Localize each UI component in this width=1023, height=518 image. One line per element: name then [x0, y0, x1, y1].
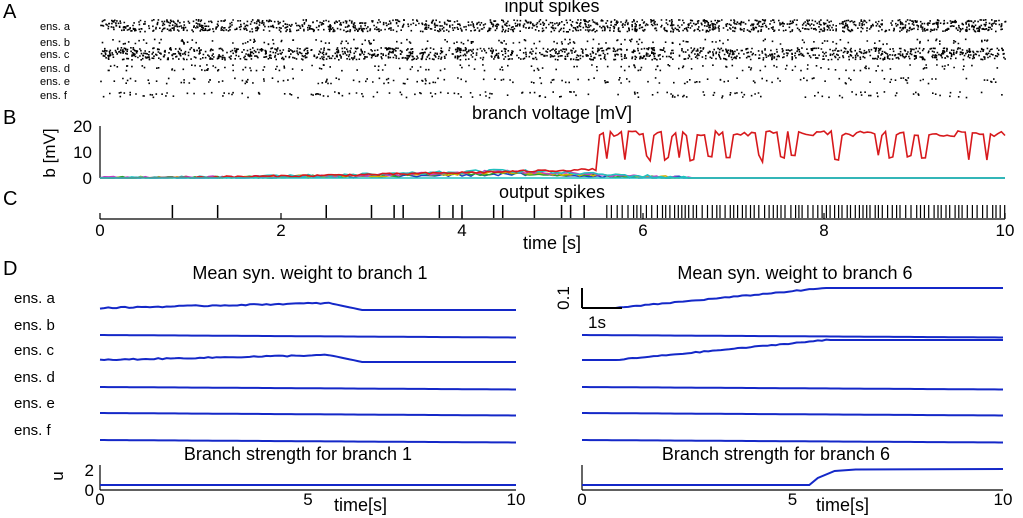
panel-d-weights-branch-1: Mean syn. weight to branch 1 ens. a ens. … [14, 263, 516, 444]
panel-d4-series [582, 468, 1004, 486]
panel-c-dense-spikes [606, 205, 1006, 218]
panel-d1-title: Mean syn. weight to branch 1 [192, 263, 427, 283]
panel-letter-b: B [3, 107, 16, 129]
panel-d-strength-xtick: 0 [95, 490, 104, 509]
panel-c-xtick-label: 4 [457, 221, 466, 240]
panel-d4-xlabel: time[s] [816, 495, 869, 515]
panel-d-ensemble-label: ens. d [14, 369, 55, 386]
panel-d-weight-line [99, 353, 516, 363]
panel-d3-ylabel: u [48, 471, 67, 480]
panel-b-strong-branch-line [100, 129, 1006, 179]
panel-d-weight-line [100, 439, 516, 444]
panel-a-spike-row [100, 47, 1007, 61]
panel-d-ensemble-label: ens. a [14, 290, 56, 307]
panel-c-xlabel: time [s] [523, 233, 581, 253]
panel-c-xtick-label: 8 [819, 221, 828, 240]
scalebar-x-label: 1s [588, 313, 606, 332]
panel-letter-a: A [3, 1, 17, 23]
panel-a-spike-row [100, 19, 1007, 33]
panel-a-ensemble-label: ens. e [40, 76, 70, 88]
panel-a-ensemble-label: ens. c [40, 49, 70, 61]
panel-d3-title: Branch strength for branch 1 [184, 444, 412, 464]
panel-d-ensemble-label: ens. c [14, 342, 55, 359]
panel-d-strength-branch-6: Branch strength for branch 6 0 5 10 time[s… [577, 444, 1012, 515]
panel-d-strength-xtick: 0 [577, 490, 586, 509]
panel-d-strength-ytick: 0 [85, 481, 94, 500]
panel-c-output-spikes: output spikes 0 2 4 6 8 10 time [s] [95, 182, 1014, 253]
panel-d-weight-line [99, 301, 516, 311]
panel-d-weight-line [100, 334, 516, 339]
panel-a-title: input spikes [504, 0, 599, 16]
panel-a-spike-row [100, 77, 997, 85]
panel-a-ensemble-label: ens. d [40, 63, 70, 75]
panel-d-ensemble-label: ens. b [14, 317, 55, 334]
panel-letter-d: D [3, 258, 17, 280]
panel-d-ensemble-label: ens. f [14, 422, 52, 439]
panel-c-xtick-label: 10 [996, 221, 1015, 240]
panel-d-weight-line [582, 439, 1003, 444]
panel-d-weights-branch-6: Mean syn. weight to branch 6 0.1 1s [554, 263, 1003, 444]
panel-d-weight-line [100, 386, 516, 391]
panel-a-ensemble-label: ens. f [40, 90, 68, 102]
panel-a-spike-row [107, 64, 999, 72]
scalebar-y-label: 0.1 [554, 286, 573, 310]
panel-a-spike-row [102, 91, 1003, 99]
panel-d-ensemble-label: ens. e [14, 395, 55, 412]
panel-d-strength-ytick: 2 [85, 461, 94, 480]
panel-d-weight-line [582, 338, 1003, 361]
panel-b-ytick: 20 [73, 117, 92, 136]
panel-a-spike-row [101, 38, 989, 46]
panel-a-ensemble-label: ens. b [40, 37, 70, 49]
panel-d4-title: Branch strength for branch 6 [662, 444, 890, 464]
panel-letter-c: C [3, 188, 17, 210]
panel-d-weight-line [582, 412, 1003, 417]
panel-b-ytick: 10 [73, 143, 92, 162]
panel-d-strength-branch-1: Branch strength for branch 1 u 0 5 10 02 ti… [48, 444, 525, 515]
panel-c-title: output spikes [499, 182, 605, 202]
panel-c-xtick-label: 6 [638, 221, 647, 240]
panel-a-ensemble-label: ens. a [40, 21, 71, 33]
panel-d-strength-xtick: 10 [994, 490, 1013, 509]
panel-b-title: branch voltage [mV] [472, 103, 632, 123]
panel-d-strength-xtick: 5 [788, 490, 797, 509]
panel-d-weight-line [582, 287, 1003, 309]
panel-c-xtick-label: 0 [95, 221, 104, 240]
panel-d-strength-xtick: 10 [507, 490, 526, 509]
panel-d-weight-line [100, 412, 516, 417]
panel-d2-title: Mean syn. weight to branch 6 [677, 263, 912, 283]
panel-b-ytick: 0 [83, 169, 92, 188]
panel-b-ylabel: b [mV] [40, 128, 59, 177]
panel-d3-xlabel: time[s] [334, 495, 387, 515]
panel-c-xtick-label: 2 [276, 221, 285, 240]
scalebar: 0.1 1s [554, 286, 622, 332]
panel-d-strength-xtick: 5 [303, 490, 312, 509]
panel-d-weight-line [582, 386, 1003, 391]
panel-b-branch-voltage: branch voltage [mV] b [mV] 0 10 20 [40, 103, 1006, 188]
panel-d-weight-line [582, 334, 1003, 339]
